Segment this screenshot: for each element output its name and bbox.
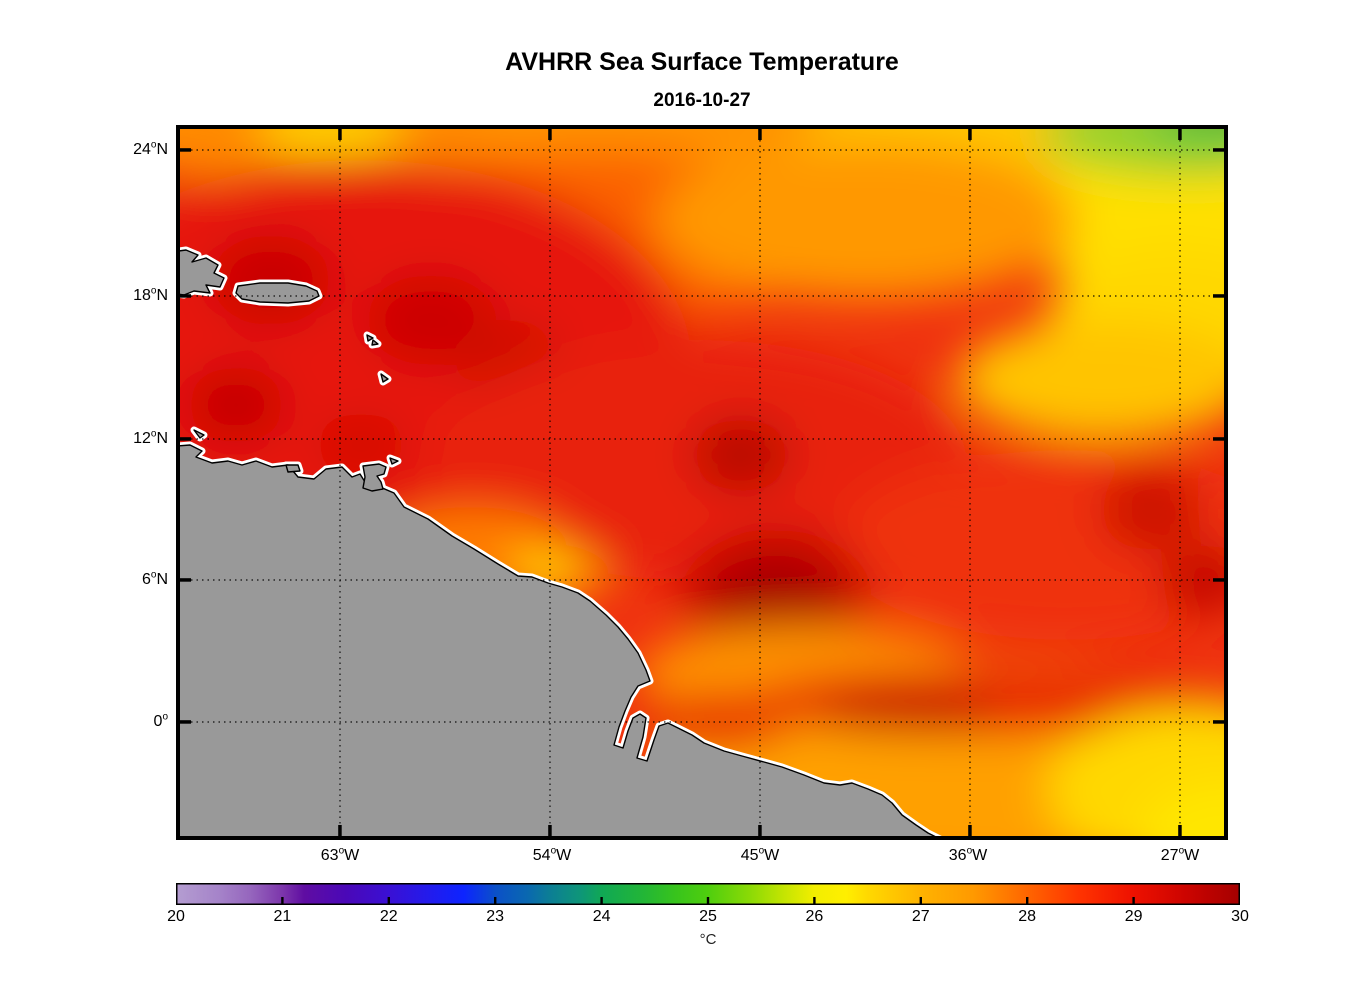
- cb-label-23: 23: [486, 908, 505, 925]
- colorbar-gradient-bar: [176, 883, 1240, 905]
- cb-label-20: 20: [167, 908, 185, 925]
- graticule-gridlines: [180, 129, 1224, 836]
- puerto-rico-island: [235, 282, 320, 304]
- plot-border: [176, 125, 1228, 840]
- page-title: AVHRR Sea Surface Temperature: [505, 48, 899, 76]
- y-tick-label-24n: 24oN: [133, 139, 168, 158]
- cb-label-21: 21: [273, 908, 292, 925]
- axis-ticks: [180, 129, 1224, 836]
- trinidad-island: [362, 463, 387, 492]
- cb-label-26: 26: [805, 908, 824, 925]
- y-tick-label-6n: 6oN: [141, 569, 168, 588]
- x-tick-label-27w: 27oW: [1160, 845, 1200, 864]
- x-tick-label-63w: 63oW: [320, 845, 360, 864]
- x-tick-label-45w: 45oW: [740, 845, 780, 864]
- colorbar-ticks: [281, 897, 1135, 904]
- y-tick-label-18n: 18oN: [133, 285, 168, 304]
- y-tick-label-12n: 12oN: [133, 428, 168, 447]
- south-america-landmass: [176, 444, 943, 840]
- margarita-island: [285, 464, 301, 473]
- guadeloupe-island: [366, 334, 374, 342]
- cb-label-30: 30: [1231, 908, 1249, 925]
- cb-label-28: 28: [1018, 908, 1037, 925]
- curacao-island: [193, 429, 205, 439]
- cb-label-29: 29: [1124, 908, 1143, 925]
- cb-label-22: 22: [379, 908, 398, 925]
- colorbar: [176, 883, 1240, 905]
- land-polygons: [176, 249, 943, 840]
- cb-label-27: 27: [911, 908, 930, 925]
- martinique-island: [380, 373, 389, 383]
- land-mask: [176, 246, 946, 840]
- sst-field: [176, 125, 1228, 840]
- x-tick-label-54w: 54oW: [532, 845, 572, 864]
- tobago-island: [389, 457, 399, 465]
- x-tick-label-36w: 36oW: [948, 845, 988, 864]
- sst-map: [176, 125, 1228, 840]
- dominica-island: [371, 339, 379, 346]
- cb-label-25: 25: [699, 908, 717, 925]
- date-subtitle: 2016-10-27: [653, 90, 751, 111]
- cb-label-24: 24: [592, 908, 611, 925]
- colorbar-unit-label: °C: [699, 931, 717, 948]
- y-tick-label-0: 0o: [153, 711, 168, 730]
- hispaniola-island: [176, 249, 225, 296]
